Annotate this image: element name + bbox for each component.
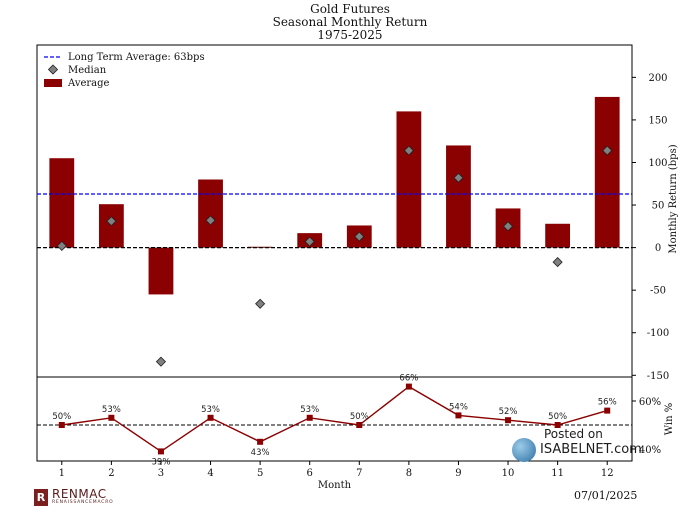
win-rate-data-label: 50%: [350, 412, 369, 422]
median-marker: [502, 221, 514, 232]
legend-label-median: Median: [68, 65, 107, 76]
median-marker: [304, 236, 315, 247]
x-tick-label: 9: [455, 468, 461, 479]
y-tick-label: -50: [650, 286, 666, 297]
win-rate-line: [61, 385, 608, 453]
win-rate-marker: [604, 407, 611, 414]
brand-name: RENMAC: [52, 487, 107, 501]
globe-icon: [512, 438, 536, 462]
x-tick-label: 8: [406, 468, 412, 479]
median-marker: [155, 356, 167, 367]
watermark-line1: Posted on: [544, 427, 603, 441]
chart-subtitle: Seasonal Monthly Return: [272, 15, 428, 29]
win-rate-data-label: 43%: [251, 448, 270, 458]
median-marker: [354, 231, 365, 242]
x-tick-label: 10: [502, 468, 515, 479]
x-tick-label: 5: [257, 468, 263, 479]
median-marker: [106, 216, 117, 227]
legend-median-swatch: [47, 64, 59, 75]
x-tick-label: 1: [59, 468, 65, 479]
win-y-axis-label: Win %: [664, 403, 675, 435]
brand-logo: R RENMAC RENAISSANCEMACRO: [34, 488, 113, 506]
chart-title: Gold Futures: [310, 2, 390, 16]
median-marker: [453, 172, 464, 183]
x-tick-label: 3: [158, 468, 164, 479]
y-tick-label: -100: [647, 328, 669, 339]
legend-average-bar-swatch: [44, 79, 62, 87]
win-rate-marker: [108, 414, 115, 421]
win-rate-data-label: 53%: [300, 405, 319, 415]
x-tick-label: 4: [207, 468, 213, 479]
y-tick-label: 200: [648, 73, 667, 84]
win-rate-marker: [58, 422, 65, 428]
median-marker: [403, 145, 414, 156]
win-rate-data-label: 52%: [499, 407, 518, 417]
win-rate-data-label: 56%: [598, 398, 617, 408]
top-panel-frame: [36, 44, 633, 378]
win-rate-marker: [207, 414, 214, 421]
x-tick-label: 12: [601, 468, 614, 479]
x-tick-label: 2: [108, 468, 114, 479]
win-rate-data-label: 54%: [449, 402, 468, 412]
win-rate-data-label: 53%: [102, 405, 121, 415]
y-tick-label: 100: [648, 158, 667, 169]
average-bar: [545, 223, 571, 248]
median-marker: [205, 215, 216, 226]
win-rate-marker: [306, 414, 313, 421]
win-rate-data-label: 66%: [399, 374, 418, 384]
win-y-tick-label: 40%: [639, 445, 661, 456]
legend-label-average: Average: [67, 78, 110, 89]
legend-label-long-term-average: Long Term Average: 63bps: [68, 52, 205, 63]
win-rate-data-label: 50%: [548, 412, 567, 422]
footer-date: 07/01/2025: [574, 489, 638, 502]
average-bar: [148, 247, 174, 295]
brand-subtitle: RENAISSANCEMACRO: [52, 500, 114, 505]
win-rate-marker: [257, 438, 264, 445]
watermark: Posted on ISABELNET.com: [512, 424, 642, 462]
x-axis-label: Month: [318, 480, 352, 491]
win-rate-data-label: 50%: [52, 412, 71, 422]
win-rate-marker: [455, 412, 462, 419]
x-tick-label: 7: [356, 468, 362, 479]
win-rate-data-label: 53%: [201, 405, 220, 415]
median-marker: [602, 145, 613, 156]
win-rate-marker: [405, 383, 412, 390]
win-y-tick-label: 60%: [639, 397, 661, 408]
brand-mark-icon: R: [34, 488, 48, 506]
y-tick-label: 50: [652, 201, 665, 212]
average-bar: [446, 145, 471, 248]
x-tick-label: 11: [551, 468, 564, 479]
median-marker: [255, 298, 266, 309]
win-rate-marker: [356, 422, 363, 428]
y-tick-label: 150: [648, 115, 667, 126]
chart-date-range: 1975-2025: [317, 28, 383, 42]
x-tick-label: 6: [307, 468, 313, 479]
average-bar: [198, 179, 223, 248]
y-tick-label: 0: [655, 243, 661, 254]
average-bar: [49, 158, 75, 248]
average-bar: [594, 96, 620, 248]
bottom-panel-frame: [36, 376, 633, 462]
y-axis-label: Monthly Return (bps): [668, 144, 679, 253]
win-rate-marker: [157, 448, 164, 455]
average-bar: [396, 111, 422, 248]
median-marker: [552, 257, 563, 268]
watermark-line2: ISABELNET.com: [540, 442, 642, 457]
win-rate-marker: [505, 417, 512, 424]
win-rate-marker: [554, 422, 561, 428]
y-tick-label: -150: [647, 371, 669, 382]
median-marker: [56, 240, 67, 251]
